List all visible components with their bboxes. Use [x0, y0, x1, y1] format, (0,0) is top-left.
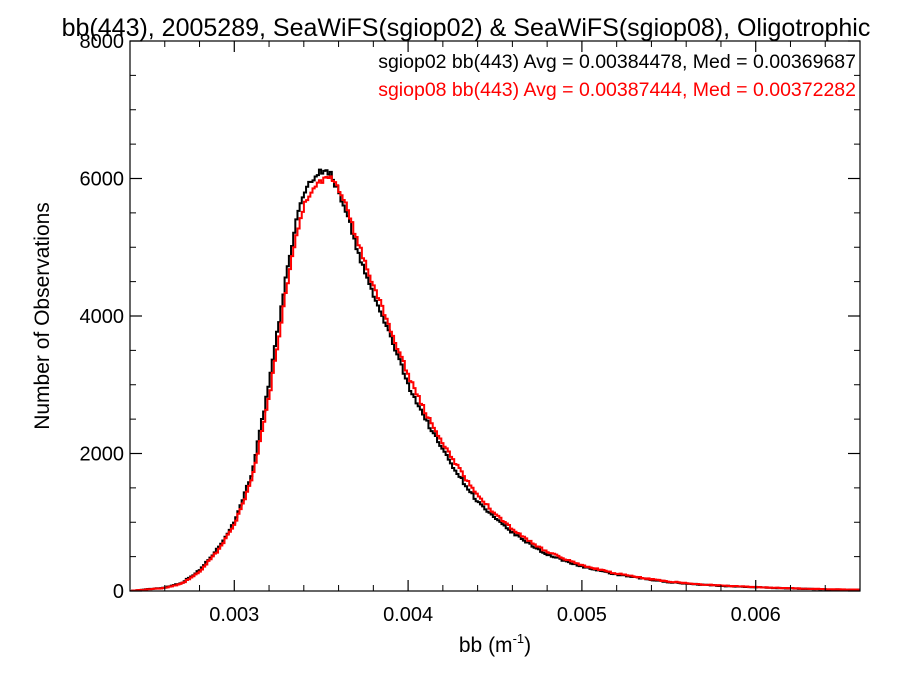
y-tick-label: 4000 — [80, 306, 125, 328]
y-tick-label: 0 — [113, 581, 124, 603]
legend: sgiop02 bb(443) Avg = 0.00384478, Med = … — [378, 51, 856, 101]
x-axis-title-main: bb (m — [459, 634, 513, 657]
x-tick-label: 0.005 — [557, 604, 607, 626]
x-axis-title: bb (m-1) — [459, 631, 531, 657]
chart-title: bb(443), 2005289, SeaWiFS(sgiop02) & Sea… — [62, 14, 871, 42]
legend-entry-2: sgiop08 bb(443) Avg = 0.00387444, Med = … — [378, 79, 856, 101]
series-layer — [130, 168, 860, 591]
x-axis-title-close: ) — [524, 634, 531, 657]
x-tick-label: 0.003 — [209, 604, 259, 626]
y-tick-label: 2000 — [80, 444, 125, 466]
legend-entry-1: sgiop02 bb(443) Avg = 0.00384478, Med = … — [378, 51, 856, 73]
y-tick-label: 8000 — [80, 31, 125, 53]
series-line-2 — [130, 175, 860, 591]
y-axis-title: Number of Observations — [31, 202, 54, 430]
x-tick-label: 0.004 — [383, 604, 433, 626]
x-axis-title-superscript: -1 — [513, 631, 525, 646]
x-tick-label: 0.006 — [731, 604, 781, 626]
y-tick-label: 6000 — [80, 169, 125, 191]
ticks-layer: 0.003 0.004 0.005 0.006 0 2000 4000 6000 8000 — [80, 31, 861, 626]
